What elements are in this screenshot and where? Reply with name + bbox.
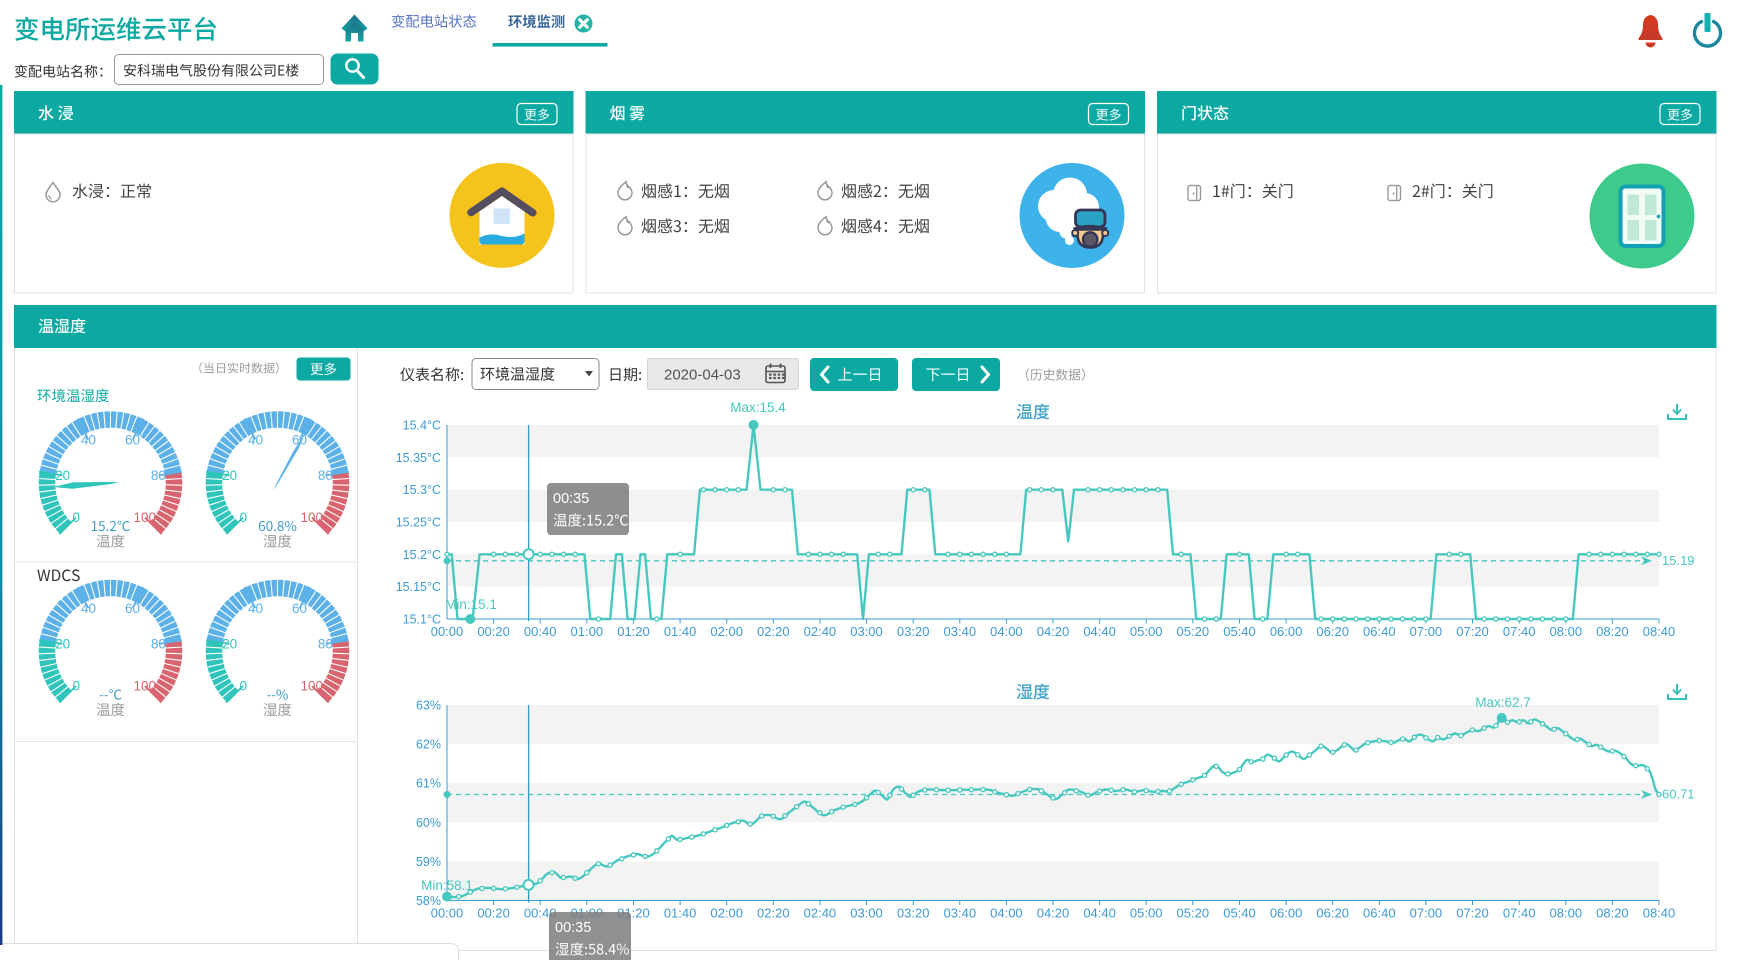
svg-text:02:20: 02:20 xyxy=(757,624,790,639)
svg-text:02:40: 02:40 xyxy=(804,906,837,921)
svg-text:80: 80 xyxy=(151,636,166,651)
svg-text:15.15°C: 15.15°C xyxy=(396,580,441,594)
svg-text:02:40: 02:40 xyxy=(804,624,837,639)
svg-text:06:00: 06:00 xyxy=(1270,624,1303,639)
svg-text:08:40: 08:40 xyxy=(1643,906,1676,921)
svg-text:01:00: 01:00 xyxy=(571,624,604,639)
svg-text:01:20: 01:20 xyxy=(617,624,650,639)
svg-text:00:20: 00:20 xyxy=(477,624,510,639)
svg-text:07:20: 07:20 xyxy=(1456,906,1489,921)
svg-text:08:20: 08:20 xyxy=(1596,906,1629,921)
svg-text:07:00: 07:00 xyxy=(1410,624,1443,639)
svg-text:0: 0 xyxy=(72,510,80,525)
svg-text:15.4°C: 15.4°C xyxy=(403,419,441,433)
svg-text:07:00: 07:00 xyxy=(1410,906,1443,921)
svg-text:00:00: 00:00 xyxy=(431,624,464,639)
svg-text:02:00: 02:00 xyxy=(710,906,743,921)
svg-text:15.2°C: 15.2°C xyxy=(403,548,441,562)
svg-text:07:20: 07:20 xyxy=(1456,624,1489,639)
svg-text:Min:58.1: Min:58.1 xyxy=(421,878,473,893)
svg-text:Max:15.4: Max:15.4 xyxy=(730,400,786,415)
svg-text:03:40: 03:40 xyxy=(944,624,977,639)
svg-text:08:00: 08:00 xyxy=(1550,624,1583,639)
svg-text:60: 60 xyxy=(292,601,307,616)
svg-text:04:40: 04:40 xyxy=(1083,624,1116,639)
svg-text:100: 100 xyxy=(134,510,157,525)
svg-text:08:40: 08:40 xyxy=(1643,624,1676,639)
svg-text:2020-04-03: 2020-04-03 xyxy=(664,367,741,384)
svg-text:06:40: 06:40 xyxy=(1363,906,1396,921)
svg-text:07:40: 07:40 xyxy=(1503,906,1536,921)
svg-text:40: 40 xyxy=(81,432,96,447)
svg-text:01:40: 01:40 xyxy=(664,906,697,921)
svg-text:15.35°C: 15.35°C xyxy=(396,451,441,465)
svg-text:15.19: 15.19 xyxy=(1662,553,1695,568)
svg-text:15.3°C: 15.3°C xyxy=(403,483,441,497)
svg-text:05:40: 05:40 xyxy=(1223,906,1256,921)
svg-text:60: 60 xyxy=(125,601,140,616)
svg-text:05:40: 05:40 xyxy=(1223,624,1256,639)
svg-text:15.1°C: 15.1°C xyxy=(403,613,441,627)
svg-text:05:20: 05:20 xyxy=(1177,906,1210,921)
svg-text:20: 20 xyxy=(55,468,70,483)
svg-text:03:00: 03:00 xyxy=(850,624,883,639)
svg-text:20: 20 xyxy=(55,636,70,651)
svg-text:02:00: 02:00 xyxy=(710,624,743,639)
svg-text:100: 100 xyxy=(301,678,324,693)
svg-text:80: 80 xyxy=(318,636,333,651)
svg-text:03:20: 03:20 xyxy=(897,906,930,921)
svg-text:60.71: 60.71 xyxy=(1662,787,1695,802)
svg-text:00:40: 00:40 xyxy=(524,624,557,639)
svg-text:00:35: 00:35 xyxy=(555,920,591,936)
svg-text:Max:62.7: Max:62.7 xyxy=(1475,695,1531,710)
svg-text:06:00: 06:00 xyxy=(1270,906,1303,921)
svg-text:61%: 61% xyxy=(416,777,441,791)
svg-text:62%: 62% xyxy=(416,738,441,752)
svg-text:03:00: 03:00 xyxy=(850,906,883,921)
svg-text:06:40: 06:40 xyxy=(1363,624,1396,639)
svg-text:60%: 60% xyxy=(416,816,441,830)
svg-text:100: 100 xyxy=(301,510,324,525)
svg-text:100: 100 xyxy=(134,678,157,693)
svg-text:60: 60 xyxy=(292,432,307,447)
svg-text:0: 0 xyxy=(72,678,80,693)
svg-text:04:40: 04:40 xyxy=(1083,906,1116,921)
svg-text:04:00: 04:00 xyxy=(990,906,1023,921)
svg-text:00:40: 00:40 xyxy=(524,906,557,921)
svg-text:04:20: 04:20 xyxy=(1037,906,1070,921)
svg-text:59%: 59% xyxy=(416,855,441,869)
svg-text:08:00: 08:00 xyxy=(1550,906,1583,921)
svg-text:40: 40 xyxy=(81,601,96,616)
svg-text:00:35: 00:35 xyxy=(553,491,589,507)
svg-text:06:20: 06:20 xyxy=(1316,624,1349,639)
svg-text:03:40: 03:40 xyxy=(944,906,977,921)
svg-text:40: 40 xyxy=(248,432,263,447)
svg-text:04:20: 04:20 xyxy=(1037,624,1070,639)
svg-text:60: 60 xyxy=(125,432,140,447)
svg-text:Min:15.1: Min:15.1 xyxy=(445,597,497,612)
svg-text:01:40: 01:40 xyxy=(664,624,697,639)
svg-text:58%: 58% xyxy=(416,894,441,908)
svg-text:80: 80 xyxy=(318,468,333,483)
svg-text:02:20: 02:20 xyxy=(757,906,790,921)
svg-text:20: 20 xyxy=(222,468,237,483)
svg-text:05:00: 05:00 xyxy=(1130,624,1163,639)
svg-text:40: 40 xyxy=(248,601,263,616)
svg-text:05:00: 05:00 xyxy=(1130,906,1163,921)
svg-text:03:20: 03:20 xyxy=(897,624,930,639)
svg-text:63%: 63% xyxy=(416,699,441,713)
svg-text:15.25°C: 15.25°C xyxy=(396,516,441,530)
svg-text:20: 20 xyxy=(222,636,237,651)
svg-text:05:20: 05:20 xyxy=(1177,624,1210,639)
svg-text:0: 0 xyxy=(239,678,247,693)
svg-text:80: 80 xyxy=(151,468,166,483)
svg-text:0: 0 xyxy=(239,510,247,525)
svg-text:00:20: 00:20 xyxy=(477,906,510,921)
svg-text:04:00: 04:00 xyxy=(990,624,1023,639)
svg-text:00:00: 00:00 xyxy=(431,906,464,921)
svg-text:08:20: 08:20 xyxy=(1596,624,1629,639)
svg-text:07:40: 07:40 xyxy=(1503,624,1536,639)
svg-text:06:20: 06:20 xyxy=(1316,906,1349,921)
